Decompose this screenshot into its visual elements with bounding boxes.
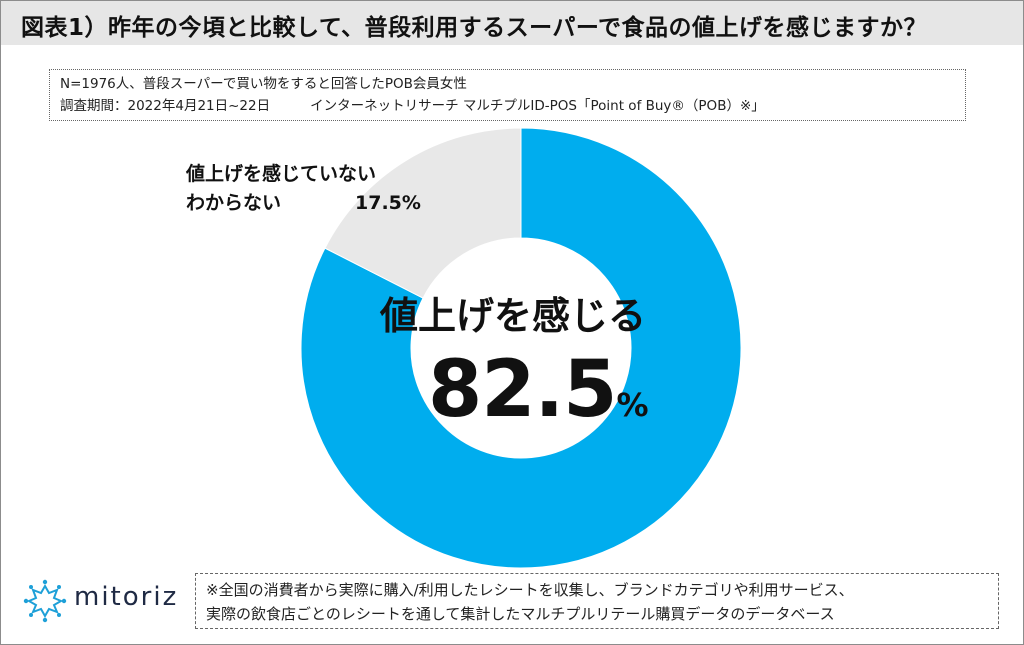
center-value: 82.5%	[428, 345, 649, 435]
slice-label-not-felt: 値上げを感じていない わからない 17.5%	[186, 160, 421, 218]
title-bar: 図表1）昨年の今頃と比較して、普段利用するスーパーで食品の値上げを感じますか？	[1, 1, 1023, 45]
footer-note-line-2: 実際の飲食店ごとのレシートを通して集計したマルチプルリテール購買データのデータベ…	[206, 605, 835, 623]
donut-slice-felt	[300, 127, 742, 569]
slice-value-not-felt: 17.5%	[355, 192, 421, 214]
survey-note-line-1: N=1976人、普段スーパーで買い物をすると回答したPOB会員女性	[60, 76, 467, 92]
center-value-unit: %	[616, 386, 649, 424]
network-star-icon	[23, 579, 67, 623]
logo-text: mitoriz	[74, 582, 179, 612]
footer-note-line-1: ※全国の消費者から実際に購入/利用したレシートを収集し、ブランドカテゴリや利用サ…	[206, 581, 854, 599]
footer-note: ※全国の消費者から実際に購入/利用したレシートを収集し、ブランドカテゴリや利用サ…	[195, 573, 999, 629]
donut-slice-not-felt	[324, 127, 522, 299]
center-value-number: 82.5	[428, 345, 617, 435]
slice-label-not-felt-line1: 値上げを感じていない	[186, 163, 377, 185]
survey-period: 調査期間：2022年4月21日~22日	[60, 98, 271, 114]
mitoriz-logo: mitoriz	[22, 578, 182, 624]
survey-method: インターネットリサーチ マルチプルID-POS「Point of Buy®（PO…	[310, 98, 765, 114]
survey-note: N=1976人、普段スーパーで買い物をすると回答したPOB会員女性 調査期間：2…	[49, 69, 966, 121]
survey-note-line-2: 調査期間：2022年4月21日~22日 インターネットリサーチ マルチプルID-P…	[60, 95, 955, 117]
chart-title: 図表1）昨年の今頃と比較して、普段利用するスーパーで食品の値上げを感じますか？	[21, 15, 928, 41]
center-label: 値上げを感じる	[380, 294, 647, 338]
slice-label-not-felt-line2: わからない 17.5%	[186, 192, 421, 214]
